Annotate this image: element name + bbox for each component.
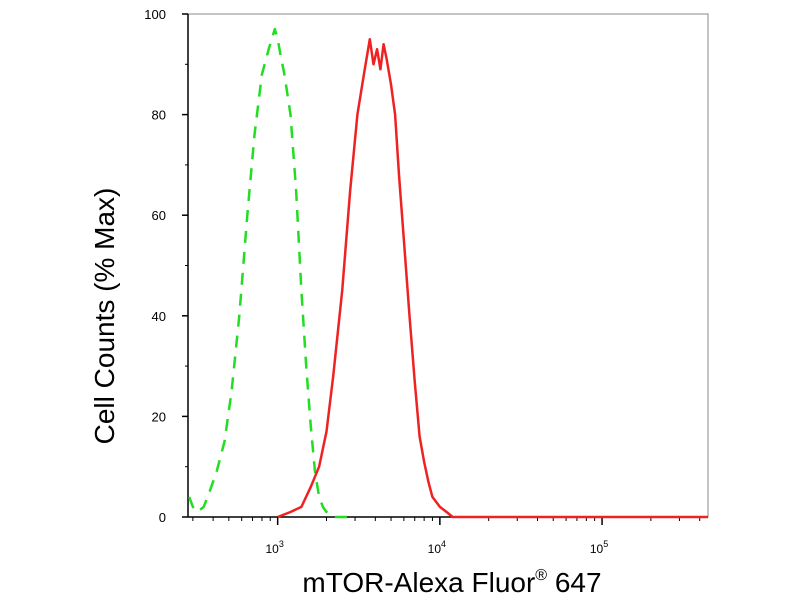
y-axis-ticks: 0 20 40 60 80 100: [144, 7, 189, 525]
series-line-sample-solid: [277, 37, 708, 519]
plot-frame: [187, 13, 709, 518]
series-line-control-dashed: [188, 27, 356, 519]
x-tick-label: 103: [265, 539, 283, 556]
y-tick-label: 40: [152, 309, 166, 324]
series-layer: [188, 27, 708, 519]
x-tick-label-base: 10: [590, 542, 604, 556]
y-tick-label: 0: [159, 510, 166, 525]
x-tick-label-base: 10: [428, 542, 442, 556]
x-axis-title-superscript: ®: [535, 567, 547, 584]
x-tick-label: 105: [590, 539, 608, 556]
y-tick-label: 60: [152, 208, 166, 223]
x-tick-label-base: 10: [265, 542, 279, 556]
y-tick-label: 100: [144, 7, 166, 22]
y-tick-label: 20: [152, 409, 166, 424]
x-axis-title: mTOR-Alexa Fluor® 647: [302, 567, 601, 598]
x-tick-label-exponent: 3: [279, 539, 284, 549]
x-axis-title-main: mTOR-Alexa Fluor: [302, 567, 535, 598]
x-tick-label-exponent: 5: [603, 539, 608, 549]
x-axis-title-suffix: 647: [547, 567, 602, 598]
y-tick-label: 80: [152, 108, 166, 123]
y-axis-title: Cell Counts (% Max): [89, 188, 120, 445]
x-tick-label-exponent: 4: [441, 539, 446, 549]
x-tick-label: 104: [428, 539, 446, 556]
x-axis-ticks: 103 104 105: [188, 516, 708, 556]
